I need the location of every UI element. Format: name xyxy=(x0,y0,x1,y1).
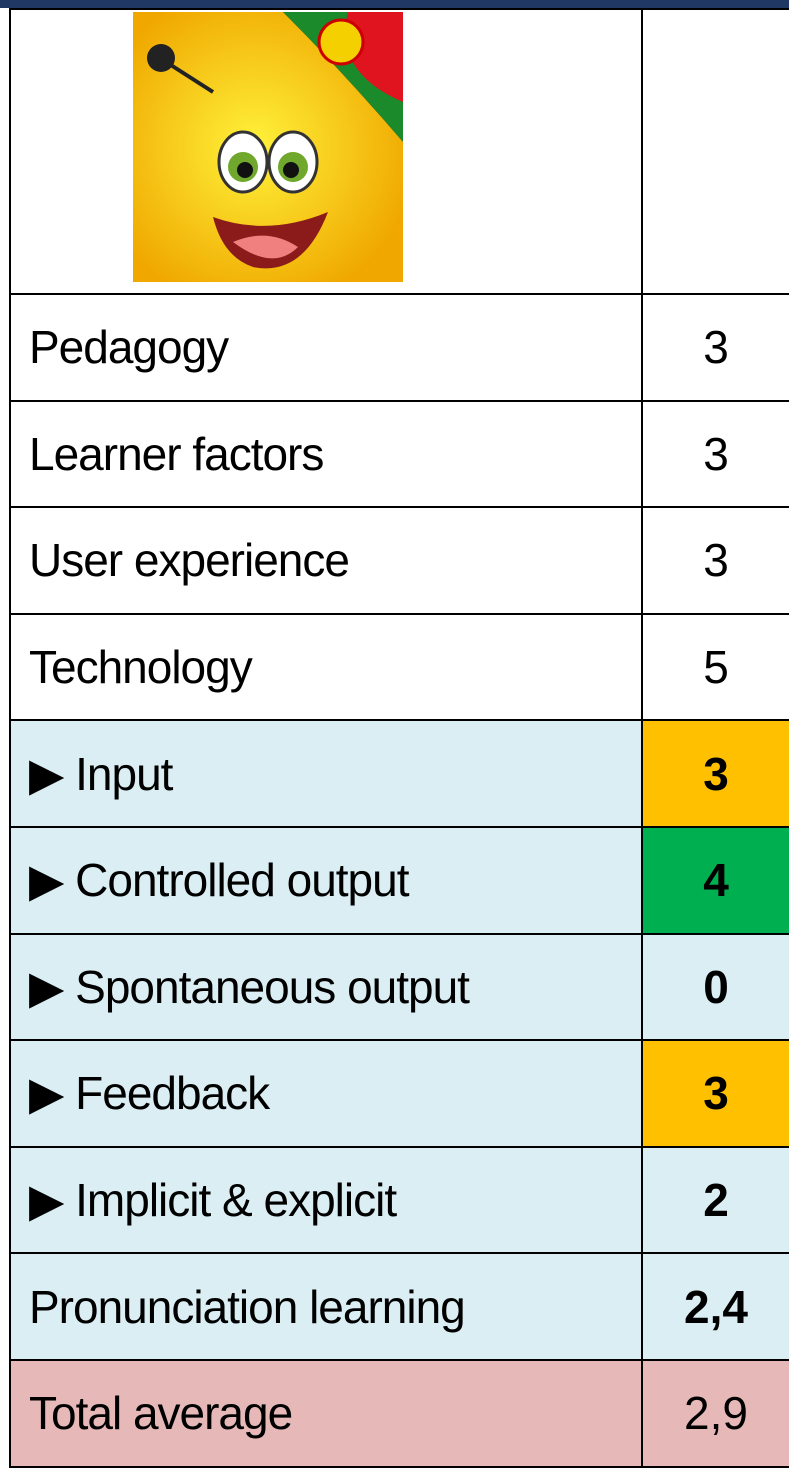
top-bar xyxy=(0,0,789,8)
row-label: Total average xyxy=(9,1359,643,1468)
row-label: ▶ Feedback xyxy=(9,1039,643,1148)
row-label: ▶ Controlled output xyxy=(9,826,643,935)
logo-value-cell xyxy=(641,8,789,295)
row-label: Technology xyxy=(9,612,643,722)
row-value: 3 xyxy=(641,399,789,509)
row-value: 3 xyxy=(641,506,789,615)
row-value: 2,9 xyxy=(641,1359,789,1468)
table: Pedagogy 3 Learner factors 3 User experience… xyxy=(9,8,789,1468)
row-value: 4 xyxy=(641,826,789,935)
row-label: User experience xyxy=(9,506,643,615)
row-label: Pedagogy xyxy=(9,293,643,402)
row-value: 3 xyxy=(641,1039,789,1148)
row-value: 2 xyxy=(641,1145,789,1255)
row-value: 3 xyxy=(641,293,789,402)
row-value: 0 xyxy=(641,932,789,1042)
row-label: Learner factors xyxy=(9,399,643,509)
row-value: 2,4 xyxy=(641,1252,789,1361)
logo-cell xyxy=(9,8,643,295)
row-label: Pronunciation learning xyxy=(9,1252,643,1361)
row-label: ▶ Implicit & explicit xyxy=(9,1145,643,1255)
row-label: ▶ Input xyxy=(9,719,643,828)
app-logo xyxy=(133,12,403,282)
row-value: 5 xyxy=(641,612,789,722)
row-label: ▶ Spontaneous output xyxy=(9,932,643,1042)
row-value: 3 xyxy=(641,719,789,828)
